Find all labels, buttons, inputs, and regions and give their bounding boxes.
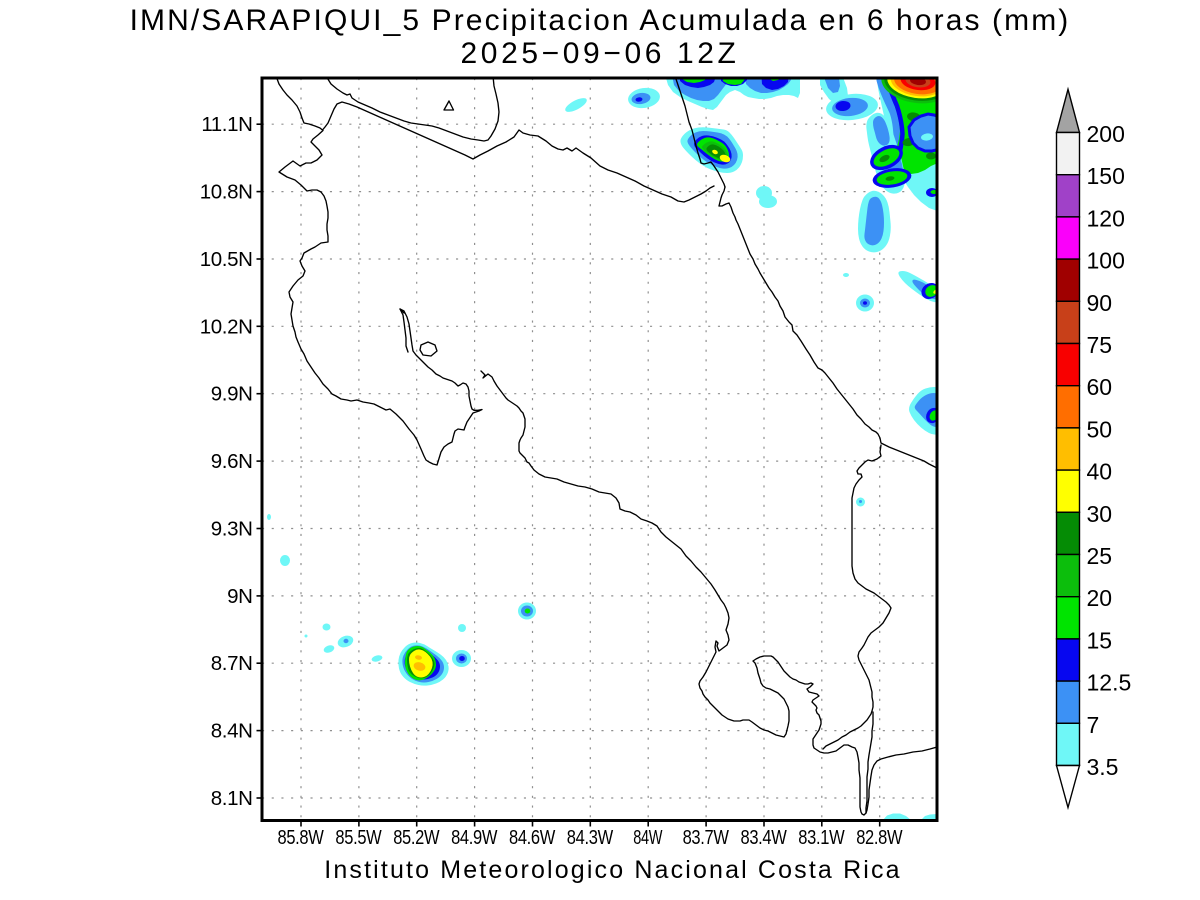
svg-text:83.1W: 83.1W [798,826,845,849]
svg-text:11.1N: 11.1N [201,113,252,136]
svg-text:7: 7 [1087,712,1100,738]
svg-text:85.2W: 85.2W [393,826,440,849]
svg-text:90: 90 [1087,290,1113,316]
svg-text:40: 40 [1087,459,1113,485]
svg-text:85.8W: 85.8W [278,826,325,849]
svg-text:84.9W: 84.9W [451,826,498,849]
svg-text:84W: 84W [633,826,663,849]
svg-text:2025−09−06 12Z: 2025−09−06 12Z [461,37,740,70]
svg-text:82.8W: 82.8W [856,826,903,849]
svg-text:120: 120 [1087,205,1125,231]
svg-text:9.6N: 9.6N [211,450,253,473]
svg-text:83.4W: 83.4W [741,826,788,849]
svg-text:10.5N: 10.5N [200,248,253,271]
svg-text:85.5W: 85.5W [335,826,382,849]
svg-text:9.9N: 9.9N [211,383,253,406]
svg-text:20: 20 [1087,585,1113,611]
svg-text:8.7N: 8.7N [211,652,253,675]
svg-text:150: 150 [1087,163,1125,189]
svg-text:3.5: 3.5 [1087,754,1119,780]
svg-text:10.2N: 10.2N [200,315,253,338]
svg-text:12.5: 12.5 [1087,670,1132,696]
svg-text:75: 75 [1087,332,1113,358]
svg-text:30: 30 [1087,501,1113,527]
svg-text:84.6W: 84.6W [509,826,556,849]
svg-text:100: 100 [1087,248,1125,274]
svg-text:84.3W: 84.3W [567,826,614,849]
svg-text:9.3N: 9.3N [211,518,253,541]
svg-text:83.7W: 83.7W [683,826,730,849]
svg-text:IMN/SARAPIQUI_5 Precipitacion: IMN/SARAPIQUI_5 Precipitacion Acumulada … [130,4,1071,37]
svg-text:60: 60 [1087,374,1113,400]
svg-text:8.4N: 8.4N [211,720,253,743]
svg-text:Instituto Meteorologico Nacion: Instituto Meteorologico Nacional Costa R… [324,856,901,884]
svg-text:50: 50 [1087,416,1113,442]
svg-text:200: 200 [1087,121,1125,147]
svg-text:25: 25 [1087,543,1113,569]
svg-text:10.8N: 10.8N [200,181,253,204]
svg-text:8.1N: 8.1N [211,787,253,810]
svg-text:9N: 9N [227,585,252,608]
svg-text:15: 15 [1087,627,1113,653]
